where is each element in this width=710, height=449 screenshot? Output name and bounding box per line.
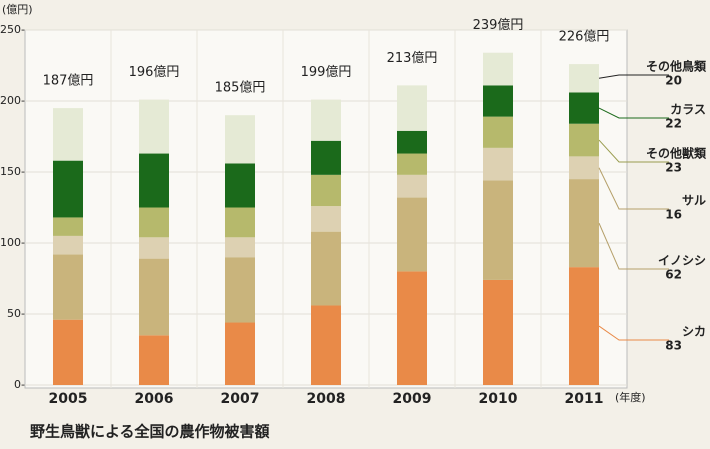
bar-segment <box>53 160 83 218</box>
bar-segment <box>397 130 427 154</box>
x-axis-label: (年度) <box>615 390 646 404</box>
bar-segment <box>53 108 83 161</box>
bar-segment <box>225 163 255 208</box>
leader-line <box>598 74 669 79</box>
legend-name: シカ <box>682 325 706 339</box>
bar-segment <box>139 99 169 154</box>
bar-segment <box>397 85 427 131</box>
total-label: 199億円 <box>301 64 352 80</box>
legend-value: 16 <box>665 208 682 222</box>
bar-segment <box>311 305 341 385</box>
bar-segment <box>397 197 427 272</box>
bar-segment <box>225 237 255 258</box>
bar-segment <box>483 85 513 117</box>
bar-segment <box>225 257 255 323</box>
y-tick-label: 200- <box>0 94 25 107</box>
total-label: 185億円 <box>215 80 266 96</box>
y-tick-label: 100- <box>0 236 25 249</box>
bar-segment <box>569 156 599 180</box>
leader-line <box>598 167 669 210</box>
bar-segment <box>483 180 513 280</box>
legend-name: その他鳥類 <box>646 59 707 74</box>
bar-segment <box>53 235 83 255</box>
x-tick-label: 2011 <box>565 391 604 407</box>
legend-value: 22 <box>665 117 682 131</box>
bar-segment <box>311 140 341 175</box>
bar-segment <box>139 153 169 208</box>
x-tick-label: 2005 <box>49 391 88 407</box>
total-label: 239億円 <box>473 17 524 33</box>
bar-segment <box>483 279 513 385</box>
legend-name: その他獣類 <box>646 146 707 161</box>
bar-segment <box>569 64 599 93</box>
y-axis-label: (億円) <box>2 3 33 16</box>
leader-line <box>598 325 669 341</box>
leader-line <box>598 222 669 270</box>
legend-name: イノシシ <box>658 254 706 268</box>
bar-segment <box>139 237 169 259</box>
y-tick-label: 50- <box>7 307 25 320</box>
bar-segment <box>483 147 513 181</box>
bar-segment <box>569 267 599 385</box>
bar-segment <box>569 179 599 268</box>
legend-value: 83 <box>665 339 682 353</box>
bar-segment <box>225 115 255 164</box>
y-tick-label: 250- <box>0 23 25 36</box>
bar-segment <box>311 231 341 306</box>
bar-segment <box>311 206 341 232</box>
chart-title: 野生鳥獣による全国の農作物被害額 <box>30 423 270 441</box>
legend-value: 23 <box>665 161 682 175</box>
legend-value: 62 <box>665 268 682 282</box>
bar-segment <box>139 335 169 385</box>
bar-segment <box>53 319 83 385</box>
legend-name: カラス <box>670 103 706 117</box>
x-tick-label: 2009 <box>393 391 432 407</box>
bar-segment <box>483 52 513 86</box>
bar-segment <box>569 92 599 124</box>
bar-segment <box>397 174 427 198</box>
y-tick-label: 150- <box>0 165 25 178</box>
bar-segment <box>569 123 599 157</box>
bar-segment <box>397 271 427 385</box>
total-label: 226億円 <box>559 29 610 45</box>
bar-segment <box>139 258 169 336</box>
bar-segment <box>225 207 255 238</box>
bar-segment <box>397 153 427 175</box>
x-tick-label: 2007 <box>221 391 260 407</box>
leader-line <box>598 107 669 119</box>
x-tick-label: 2010 <box>479 391 518 407</box>
bar-segment <box>53 254 83 320</box>
bar-segment <box>139 207 169 238</box>
bar-segment <box>311 99 341 141</box>
legend-name: サル <box>682 194 706 208</box>
x-tick-label: 2006 <box>135 391 174 407</box>
total-label: 187億円 <box>43 73 94 89</box>
total-label: 213億円 <box>387 50 438 66</box>
bar-segment <box>483 116 513 148</box>
bar-segment <box>53 217 83 236</box>
y-tick-label: 0- <box>14 378 25 391</box>
bar-segment <box>225 322 255 385</box>
bar-segment <box>311 174 341 207</box>
leader-line <box>598 139 669 163</box>
total-label: 196億円 <box>129 64 180 80</box>
x-tick-label: 2008 <box>307 391 346 407</box>
legend-value: 20 <box>665 74 682 88</box>
